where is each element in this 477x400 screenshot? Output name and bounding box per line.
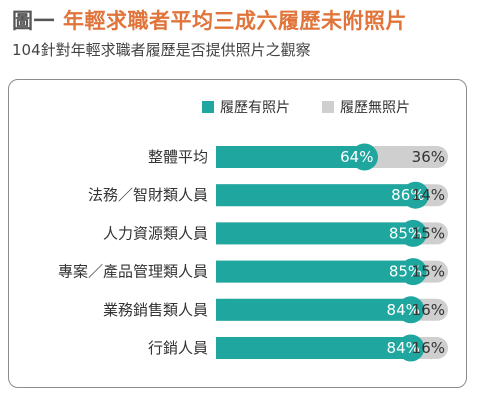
chart-title: 圖一 年輕求職者平均三成六履歷未附照片: [12, 6, 407, 36]
chart-subtitle: 104針對年輕求職者履歷是否提供照片之觀察: [12, 41, 311, 59]
bar-with-photo: [216, 146, 365, 168]
value-label-without-photo: 16%: [412, 301, 445, 319]
bar-with-photo-cap: [402, 181, 430, 209]
bar-with-photo-cap: [399, 219, 427, 247]
value-label-with-photo: 84%: [387, 301, 420, 319]
bar-with-photo: [216, 184, 416, 207]
value-label-without-photo: 15%: [412, 224, 445, 242]
value-label-without-photo: 15%: [412, 263, 445, 281]
chart-frame: [8, 79, 467, 388]
legend-label: 履歷有照片: [220, 100, 290, 116]
value-label-with-photo: 85%: [389, 224, 422, 242]
category-label: 業務銷售類人員: [103, 301, 208, 319]
legend-swatch: [202, 101, 214, 113]
bar-with-photo-cap: [350, 143, 378, 171]
bar-with-photo-cap: [399, 258, 427, 286]
value-label-without-photo: 36%: [412, 148, 445, 166]
bar-with-photo: [216, 260, 414, 283]
category-label: 法務／智財類人員: [88, 186, 208, 204]
legend-label: 履歷無照片: [340, 100, 410, 116]
bar-with-photo-cap: [397, 296, 425, 324]
value-label-with-photo: 84%: [387, 339, 420, 357]
category-label: 行銷人員: [148, 339, 208, 357]
legend-swatch: [322, 101, 334, 113]
bar-with-photo: [216, 337, 411, 359]
category-label: 人力資源類人員: [103, 224, 208, 242]
bar-with-photo: [216, 222, 414, 245]
category-label: 專案／產品管理類人員: [58, 263, 208, 281]
value-label-with-photo: 86%: [391, 186, 424, 204]
value-label-with-photo: 64%: [340, 148, 373, 166]
value-label-without-photo: 16%: [412, 339, 445, 357]
value-label-without-photo: 14%: [412, 186, 445, 204]
bar-with-photo: [216, 298, 411, 321]
bar-with-photo-cap: [397, 334, 425, 362]
title-text: 年輕求職者平均三成六履歷未附照片: [63, 9, 407, 33]
figure-label: 圖一: [12, 9, 55, 33]
value-label-with-photo: 85%: [389, 263, 422, 281]
category-label: 整體平均: [148, 148, 208, 166]
